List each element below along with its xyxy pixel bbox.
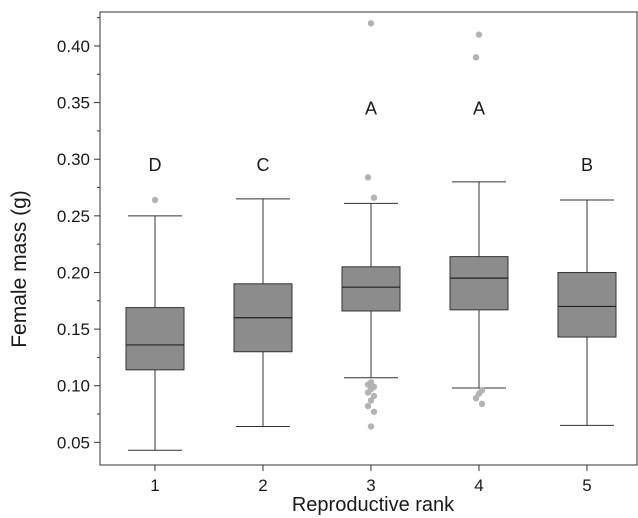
- y-tick-label: 0.15: [57, 320, 90, 339]
- y-axis-label: Female mass (g): [8, 190, 31, 348]
- group-letter: D: [149, 155, 162, 175]
- box-group: B: [557, 155, 617, 426]
- box-group: A: [449, 31, 509, 408]
- y-axis: 0.05 0.10 0.15 0.20 0.25 0.30 0.35 0.40: [57, 17, 100, 452]
- outlier-point: [472, 54, 480, 61]
- outlier-point: [367, 397, 375, 404]
- y-tick-label: 0.30: [57, 150, 90, 169]
- iqr-box: [557, 271, 617, 338]
- x-tick-label: 3: [366, 476, 375, 495]
- outlier-point: [370, 392, 378, 400]
- iqr-box: [125, 307, 185, 371]
- x-axis: 1 2 3 4 5: [150, 465, 592, 495]
- box-group: D: [125, 155, 185, 451]
- x-tick-label: 2: [258, 476, 267, 495]
- outlier-point: [370, 194, 378, 201]
- group-letter: A: [365, 98, 377, 118]
- outlier-point: [364, 389, 372, 396]
- iqr-box: [449, 256, 509, 311]
- y-tick-label: 0.25: [57, 207, 90, 226]
- outlier-point: [478, 400, 486, 408]
- plot-area: [99, 11, 638, 466]
- outlier-point: [370, 408, 378, 415]
- group-letter: B: [581, 155, 593, 175]
- group-letter: A: [473, 98, 485, 118]
- y-tick-label: 0.10: [57, 377, 90, 396]
- outlier-point: [475, 390, 483, 397]
- outlier-point: [151, 196, 159, 204]
- y-tick-label: 0.20: [57, 263, 90, 282]
- outlier-point: [364, 402, 372, 410]
- outlier-point: [364, 174, 372, 181]
- outlier-point: [472, 394, 480, 402]
- outlier-point: [367, 20, 375, 27]
- x-tick-label: 4: [474, 476, 483, 495]
- y-tick-label: 0.35: [57, 94, 90, 113]
- outlier-point: [364, 381, 372, 388]
- outlier-point: [475, 31, 483, 38]
- box-group: C: [233, 155, 293, 427]
- y-tick-label: 0.05: [57, 433, 90, 452]
- outlier-point: [367, 423, 375, 430]
- plot-frame: [99, 11, 638, 466]
- box-series: D C A A B: [125, 20, 617, 451]
- iqr-box: [341, 266, 401, 312]
- box-group: A: [341, 20, 401, 430]
- x-axis-label: Reproductive rank: [292, 494, 455, 516]
- y-tick-label: 0.40: [57, 37, 90, 56]
- x-tick-label: 1: [150, 476, 159, 495]
- group-letter: C: [257, 155, 270, 175]
- x-tick-label: 5: [582, 476, 591, 495]
